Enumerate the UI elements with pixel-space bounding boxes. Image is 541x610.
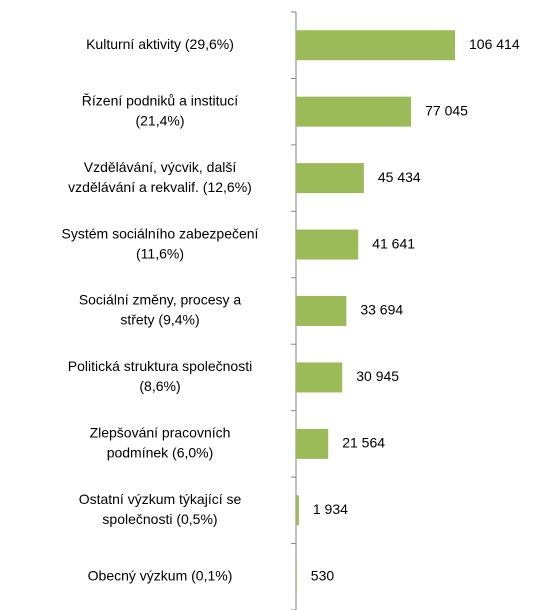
value-label: 77 045 [425,102,468,118]
value-label: 45 434 [378,169,421,185]
value-label: 30 945 [356,368,399,384]
value-label: 41 641 [372,235,415,251]
category-label: Obecný výzkum (0,1%) [88,567,233,583]
value-label: 21 564 [342,435,385,451]
category-label: Ostatní výzkum týkající se [79,491,242,507]
category-label: vzdělávání a rekvalif. (12,6%) [68,179,252,195]
category-label: Politická struktura společnosti [68,358,252,374]
category-label: Řízení podniků a institucí [82,92,239,108]
value-label: 33 694 [360,302,403,318]
bar [296,561,297,592]
bar [296,96,412,127]
category-label: Systém sociálního zabezpečení [62,225,259,241]
value-label: 530 [311,567,335,583]
category-label: Zlepšování pracovních [90,425,231,441]
bar [296,296,347,326]
value-label: 1 934 [313,501,348,517]
category-label: Vzdělávání, výcvik, další [84,159,237,175]
category-label: střety (9,4%) [120,312,199,328]
bar [296,495,299,526]
category-label: (21,4%) [135,112,184,128]
bar [296,229,359,260]
bar [296,362,343,393]
category-label: Sociální změny, procesy a [79,292,242,308]
category-label: Kulturní aktivity (29,6%) [86,36,234,52]
value-label: 106 414 [469,36,520,52]
category-label: (11,6%) [136,245,184,261]
bar [296,428,329,459]
category-label: podmínek (6,0%) [107,445,214,461]
bar [296,163,364,194]
bar [296,30,455,61]
category-label: (8,6%) [139,378,180,394]
category-label: společnosti (0,5%) [102,511,217,527]
